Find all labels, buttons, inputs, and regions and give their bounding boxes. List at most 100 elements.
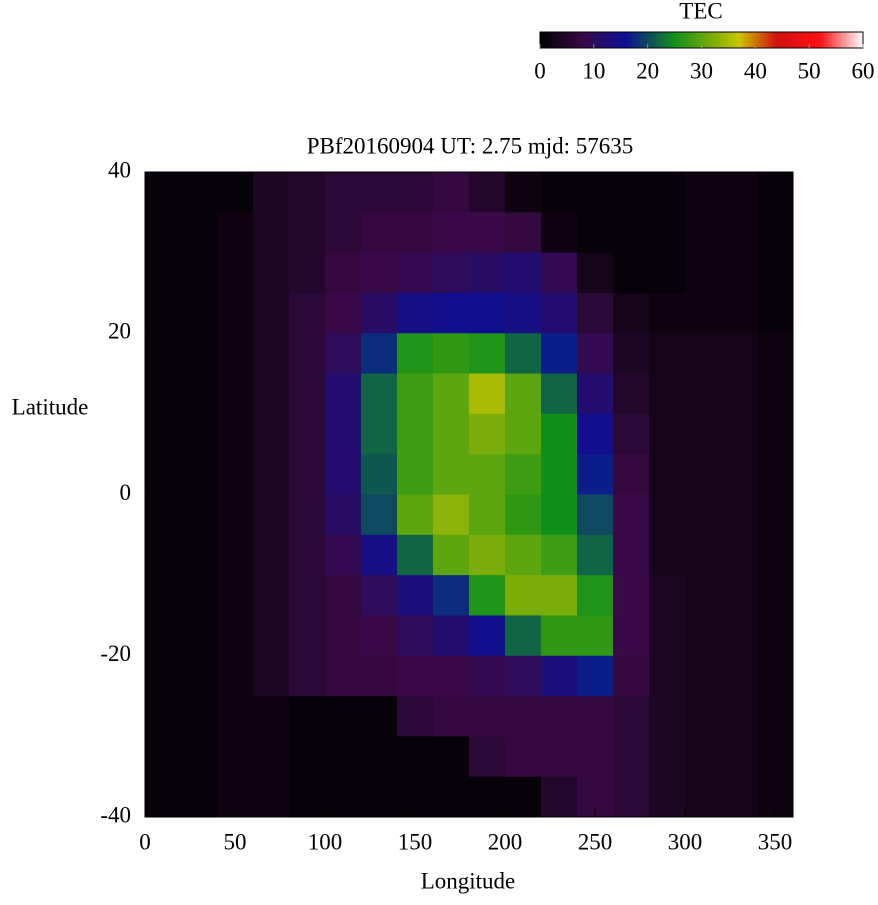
heatmap-cell [721,494,758,536]
heatmap-cell [541,615,578,657]
heatmap-cell [613,413,650,455]
heatmap-cell [757,454,794,495]
heatmap-cell [541,575,578,616]
heatmap-cell [469,292,506,334]
x-tick-label: 100 [308,829,343,854]
heatmap-cell [649,252,686,294]
heatmap-cell [325,534,362,576]
heatmap-cell [757,494,794,536]
heatmap-cell [613,534,650,576]
heatmap-cell [289,454,326,495]
heatmap-cell [361,373,398,415]
heatmap-cell [613,575,650,616]
heatmap-cell [577,413,614,455]
heatmap-cell [361,776,398,818]
colorbar-tick-label: 10 [582,58,605,83]
heatmap-cell [181,736,218,778]
heatmap-cell [541,413,578,455]
heatmap-cell [541,252,578,294]
heatmap-cell [721,454,758,495]
heatmap-cell [757,655,794,697]
x-tick-label: 200 [488,829,523,854]
heatmap-cell [433,655,470,697]
heatmap-cell [361,172,398,213]
heatmap-cell [577,333,614,375]
heatmap-cell [469,736,506,778]
heatmap-cell [649,454,686,495]
heatmap-cell [721,252,758,294]
heatmap-cell [541,454,578,495]
heatmap-cell [685,373,722,415]
heatmap-cell [397,454,434,495]
heatmap-cell [145,696,182,737]
heatmap-cell [217,292,254,334]
heatmap-cell [361,454,398,495]
heatmap-cell [613,212,650,254]
heatmap-cell [685,575,722,616]
heatmap-cell [721,172,758,213]
y-tick-label: 20 [108,319,131,344]
heatmap-cell [361,575,398,616]
heatmap-cell [757,172,794,213]
heatmap-cell [613,373,650,415]
heatmap-cell [325,333,362,375]
heatmap-cell [541,736,578,778]
heatmap-cell [649,655,686,697]
heatmap-cell [577,172,614,213]
heatmap-cell [253,373,290,415]
heatmap-cell [145,454,182,495]
heatmap-cell [217,172,254,213]
heatmap-cell [289,494,326,536]
heatmap-cell [505,373,542,415]
heatmap-cell [469,454,506,495]
heatmap-cell [505,494,542,536]
heatmap-cell [469,373,506,415]
heatmap-cell [505,333,542,375]
x-tick-label: 50 [224,829,247,854]
heatmap-cell [721,696,758,737]
heatmap-cell [145,534,182,576]
heatmap-cell [649,212,686,254]
heatmap-cell [397,615,434,657]
heatmap-cell [145,373,182,415]
heatmap-cell [325,575,362,616]
heatmap-cell [649,615,686,657]
heatmap-cell [757,413,794,455]
heatmap-cell [397,252,434,294]
heatmap-cell [289,615,326,657]
heatmap-cell [181,776,218,818]
x-tick-label: 0 [139,829,151,854]
heatmap-cell [325,494,362,536]
heatmap-cell [721,373,758,415]
heatmap-cell [289,212,326,254]
heatmap-cell [361,494,398,536]
heatmap-cell [721,655,758,697]
chart-title: PBf20160904 UT: 2.75 mjd: 57635 [307,133,634,158]
heatmap-cell [505,413,542,455]
heatmap-cell [361,534,398,576]
heatmap-cell [181,655,218,697]
heatmap-cell [217,252,254,294]
colorbar-tick-label: 20 [636,58,659,83]
heatmap-cell [577,575,614,616]
heatmap-cell [145,212,182,254]
heatmap-cell [505,736,542,778]
heatmap-cell [469,413,506,455]
heatmap-cell [757,212,794,254]
heatmap-cell [721,292,758,334]
heatmap-cell [325,454,362,495]
heatmap-cell [469,696,506,737]
heatmap-cell [613,252,650,294]
heatmap-cell [289,413,326,455]
x-tick-label: 250 [578,829,613,854]
heatmap-cell [217,333,254,375]
heatmap-cell [757,252,794,294]
heatmap-cell [613,172,650,213]
heatmap-cell [217,655,254,697]
heatmap-cell [721,575,758,616]
heatmap-cell [613,494,650,536]
heatmap-cell [721,615,758,657]
heatmap-cell [397,655,434,697]
heatmap-cell [541,776,578,818]
